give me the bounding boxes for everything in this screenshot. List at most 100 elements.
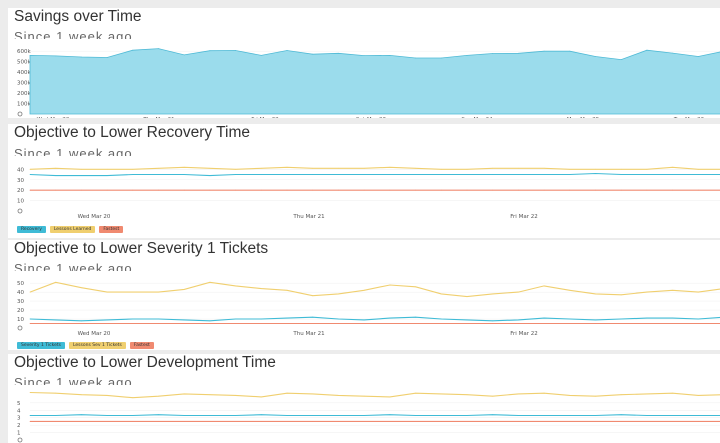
data-point (389, 284, 391, 286)
y-tick-label: 30 (17, 299, 24, 305)
data-point (646, 323, 648, 324)
data-point (29, 168, 31, 170)
legend-item[interactable]: Severity 1 Tickets (17, 342, 65, 349)
data-point (55, 421, 57, 422)
data-point (260, 189, 262, 191)
data-point (543, 415, 545, 416)
data-point (595, 173, 596, 174)
data-point (338, 395, 339, 396)
data-point (646, 291, 648, 293)
data-point (363, 395, 365, 397)
y-tick-label: 2 (17, 423, 21, 429)
data-point (543, 174, 545, 175)
data-point (697, 56, 699, 57)
recovery-time-card: Objective to Lower Recovery Time Since 1… (8, 124, 720, 238)
data-point (363, 323, 365, 324)
data-point (132, 421, 134, 422)
data-point (106, 175, 108, 176)
data-point (518, 52, 519, 54)
data-point (286, 289, 288, 291)
data-point (209, 167, 211, 169)
data-point (132, 415, 134, 416)
data-point (569, 174, 571, 175)
x-tick-label: Tue Mar 26 (673, 117, 705, 118)
card-title: Objective to Lower Development Time (14, 354, 276, 371)
development-time-card: Objective to Lower Development Time Sinc… (8, 354, 720, 443)
legend-item[interactable]: Lessons Learned (49, 226, 96, 233)
legend-item[interactable]: Lessons Sev 1 Tickets (68, 342, 126, 349)
data-point (466, 323, 468, 324)
data-point (646, 49, 648, 51)
y-tick-label: 10 (17, 199, 24, 205)
data-point (440, 318, 442, 320)
data-point (518, 415, 519, 416)
data-point (260, 414, 262, 416)
severity-tickets-card: Objective to Lower Severity 1 Tickets Si… (8, 240, 720, 350)
data-point (440, 189, 442, 191)
savings-card: Savings over Time Since 1 week ago 100k 2… (8, 8, 720, 118)
data-point (312, 316, 314, 318)
data-point (389, 396, 391, 398)
data-point (440, 421, 442, 422)
data-point (672, 421, 673, 422)
data-point (235, 318, 237, 320)
data-point (55, 415, 57, 416)
data-point (518, 291, 519, 293)
card-subtitle: Since 1 week ago (14, 376, 133, 385)
data-point (235, 421, 237, 422)
data-point (158, 174, 159, 175)
data-point (286, 392, 288, 394)
data-point (492, 167, 494, 169)
data-point (415, 57, 416, 59)
data-point (672, 174, 673, 175)
data-point (697, 318, 699, 320)
data-point (158, 318, 159, 320)
data-point (543, 50, 545, 52)
data-point (363, 289, 365, 291)
data-point (672, 166, 673, 168)
data-point (518, 319, 519, 321)
data-point (81, 414, 82, 416)
data-point (235, 285, 237, 287)
data-point (338, 52, 339, 54)
data-point (29, 189, 31, 191)
data-point (183, 54, 185, 56)
y-tick-label: 500k (17, 60, 31, 66)
data-point (312, 421, 314, 422)
data-point (132, 168, 134, 170)
data-point (235, 50, 237, 51)
data-point (183, 174, 185, 175)
data-point (569, 395, 571, 396)
legend-item[interactable]: Fastest (129, 342, 154, 349)
data-point (286, 323, 288, 324)
x-tick-label: Thu Mar 21 (292, 214, 324, 220)
data-point (209, 175, 211, 176)
data-point (518, 421, 519, 422)
data-point (286, 174, 288, 175)
data-point (29, 291, 31, 293)
data-point (389, 174, 391, 175)
data-point (338, 167, 339, 169)
y-tick-label: 50 (17, 281, 24, 287)
data-point (132, 49, 134, 51)
data-point (415, 189, 416, 191)
data-point (106, 189, 108, 191)
data-point (595, 168, 596, 170)
data-point (466, 189, 468, 191)
x-tick-label: Sat Mar 23 (356, 117, 386, 118)
data-point (55, 189, 57, 191)
y-tick-label: 40 (17, 290, 24, 296)
data-point (620, 294, 622, 296)
data-point (697, 323, 699, 324)
data-point (338, 421, 339, 422)
legend-item[interactable]: Fastest (99, 226, 124, 233)
data-point (595, 293, 596, 295)
data-point (158, 291, 159, 293)
x-tick-label: Fri Mar 22 (510, 214, 537, 220)
data-point (183, 323, 185, 324)
data-point (260, 396, 262, 398)
data-point (415, 392, 416, 394)
legend-item[interactable]: Recovery (17, 226, 46, 233)
data-point (209, 50, 211, 52)
data-point (595, 323, 596, 324)
